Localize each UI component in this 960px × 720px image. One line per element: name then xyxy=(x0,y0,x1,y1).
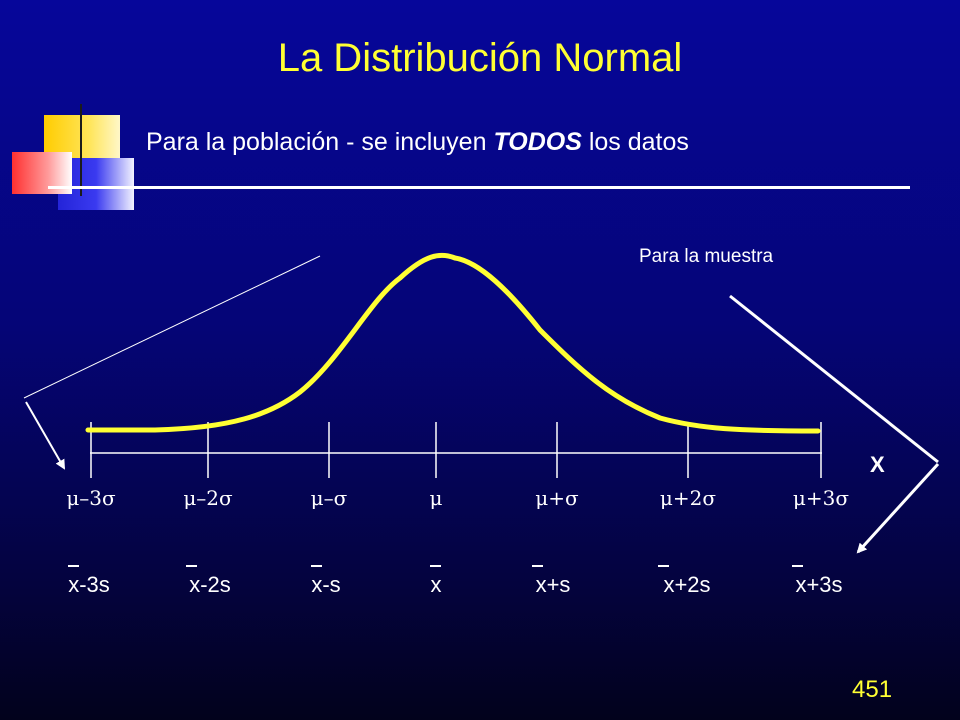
population-label-minus-sigma: μ–σ xyxy=(310,486,348,510)
left-guide-line xyxy=(23,255,321,399)
x-bar-mark xyxy=(68,565,79,567)
population-label-minus-2-sigma: μ–2σ xyxy=(183,486,233,510)
x-bar-mark xyxy=(658,565,669,567)
x-bar-mark xyxy=(430,565,441,567)
x-bar-mark xyxy=(532,565,543,567)
x-bar-mark xyxy=(186,565,197,567)
sample-label-plus-3s: x+3s xyxy=(795,572,843,597)
subtitle-text-end: los datos xyxy=(581,128,689,156)
sample-label-minus-3s: x-3s xyxy=(68,572,110,597)
title-underline xyxy=(48,186,910,189)
right-arrow xyxy=(856,462,940,554)
page-number: 451 xyxy=(852,676,893,703)
subtitle-emphasis: TODOS xyxy=(493,128,582,156)
sample-label-plus-s: x+s xyxy=(535,572,571,597)
sample-label-plus-2s: x+2s xyxy=(663,572,711,597)
sample-label-minus-s: x-s xyxy=(311,572,341,597)
sample-label-minus-2s: x-2s xyxy=(189,572,231,597)
population-label-plus-3-sigma: μ+3σ xyxy=(792,486,850,510)
left-arrow xyxy=(25,401,65,470)
population-label-mean: μ xyxy=(429,486,443,510)
bell-curve xyxy=(85,252,821,434)
subtitle: Para la población - se incluyen TODOS lo… xyxy=(146,128,689,157)
population-label-plus-sigma: μ+σ xyxy=(535,486,579,510)
population-label-minus-3-sigma: μ–3σ xyxy=(66,486,116,510)
decorative-vertical-line xyxy=(80,104,82,196)
tick-marks xyxy=(90,422,822,478)
sample-label: Para la muestra xyxy=(639,246,774,267)
population-label-plus-2-sigma: μ+2σ xyxy=(659,486,717,510)
axis-x-label: X xyxy=(870,452,885,477)
right-guide-line xyxy=(729,294,939,464)
subtitle-text-start: Para la población - se incluyen xyxy=(146,128,494,156)
slide-title: La Distribución Normal xyxy=(277,36,683,80)
x-bar-mark xyxy=(792,565,803,567)
sample-label-mean: x xyxy=(430,572,442,597)
x-bar-mark xyxy=(311,565,322,567)
